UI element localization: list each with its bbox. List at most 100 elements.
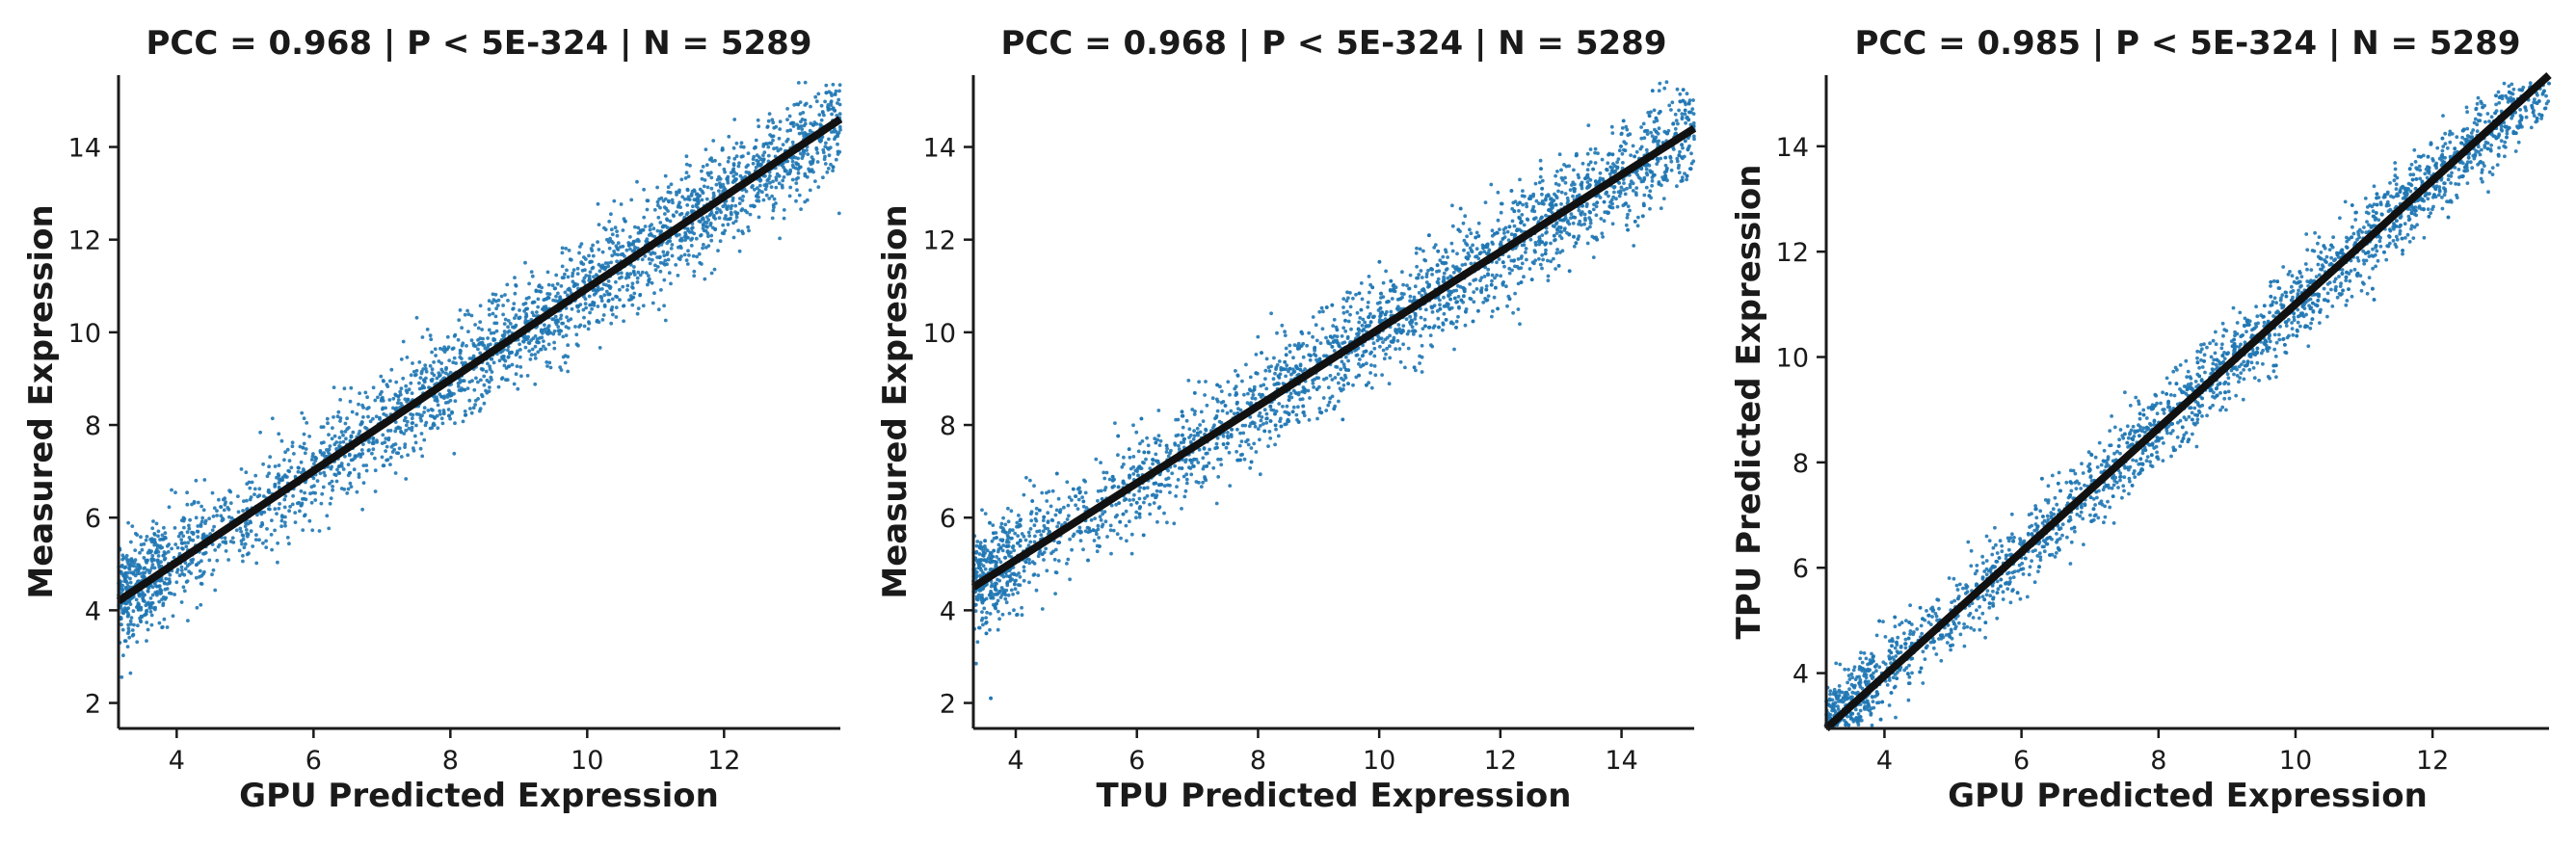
scatter-point bbox=[251, 481, 254, 485]
scatter-point bbox=[706, 172, 710, 175]
scatter-point bbox=[179, 538, 183, 542]
scatter-point bbox=[1621, 126, 1625, 130]
scatter-point bbox=[447, 408, 451, 411]
scatter-point bbox=[804, 119, 808, 122]
scatter-point bbox=[1248, 466, 1252, 470]
scatter-point bbox=[791, 141, 795, 145]
scatter-point bbox=[650, 223, 653, 226]
scatter-point bbox=[666, 209, 670, 213]
scatter-point bbox=[332, 442, 336, 446]
scatter-point bbox=[1599, 196, 1603, 199]
y-tick-label: 10 bbox=[68, 319, 101, 349]
scatter-point bbox=[400, 455, 404, 459]
scatter-point bbox=[1558, 152, 1562, 156]
scatter-point bbox=[1349, 305, 1353, 309]
scatter-point bbox=[533, 383, 537, 386]
scatter-point bbox=[242, 534, 246, 538]
scatter-point bbox=[584, 302, 588, 305]
scatter-point bbox=[1225, 446, 1229, 450]
scatter-point bbox=[1419, 248, 1422, 251]
scatter-point bbox=[561, 335, 565, 339]
scatter-point bbox=[678, 257, 682, 261]
scatter-point bbox=[1066, 558, 1070, 562]
scatter-point bbox=[1347, 320, 1351, 324]
scatter-point bbox=[1678, 150, 1682, 154]
scatter-point bbox=[417, 360, 421, 364]
scatter-point bbox=[223, 496, 226, 500]
scatter-point bbox=[359, 453, 363, 457]
scatter-point bbox=[664, 174, 668, 178]
scatter-point bbox=[275, 512, 279, 516]
scatter-point bbox=[459, 352, 463, 356]
scatter-point bbox=[1187, 427, 1191, 431]
scatter-point bbox=[655, 186, 659, 190]
scatter-point bbox=[1455, 320, 1459, 324]
scatter-point bbox=[1277, 402, 1281, 406]
scatter-point bbox=[1128, 498, 1131, 502]
scatter-point bbox=[1192, 429, 1196, 433]
scatter-point bbox=[981, 587, 985, 591]
scatter-point bbox=[1686, 92, 1689, 95]
scatter-point bbox=[521, 339, 525, 343]
scatter-point bbox=[1010, 509, 1014, 513]
scatter-point bbox=[525, 337, 529, 341]
scatter-point bbox=[726, 176, 730, 180]
scatter-point bbox=[1043, 524, 1047, 528]
scatter-point bbox=[1054, 548, 1058, 552]
scatter-point bbox=[669, 220, 673, 224]
scatter-point bbox=[1564, 181, 1568, 185]
scatter-point bbox=[1461, 286, 1465, 290]
scatter-point bbox=[561, 247, 565, 251]
scatter-point bbox=[1240, 439, 1244, 443]
scatter-point bbox=[1185, 478, 1189, 482]
scatter-point bbox=[1019, 544, 1022, 548]
scatter-point bbox=[187, 527, 191, 531]
scatter-point bbox=[615, 259, 619, 263]
scatter-point bbox=[1607, 152, 1611, 156]
scatter-point bbox=[1418, 361, 1421, 365]
scatter-point bbox=[723, 168, 727, 172]
scatter-point bbox=[590, 260, 594, 264]
scatter-point bbox=[131, 634, 135, 638]
scatter-point bbox=[975, 540, 979, 543]
scatter-point bbox=[497, 385, 501, 389]
scatter-point bbox=[155, 522, 159, 526]
scatter-point bbox=[486, 336, 490, 340]
scatter-point bbox=[426, 328, 430, 331]
scatter-point bbox=[215, 509, 219, 513]
scatter-point bbox=[162, 601, 166, 605]
scatter-point bbox=[1415, 277, 1419, 280]
scatter-point bbox=[1379, 306, 1383, 310]
scatter-point bbox=[200, 516, 204, 520]
scatter-point bbox=[504, 378, 508, 382]
scatter-point bbox=[552, 347, 556, 351]
scatter-point bbox=[823, 100, 827, 104]
scatter-point bbox=[561, 265, 565, 269]
scatter-point bbox=[1299, 362, 1303, 366]
scatter-point bbox=[1468, 227, 1472, 231]
scatter-point bbox=[476, 348, 480, 352]
scatter-point bbox=[472, 406, 476, 410]
scatter-point bbox=[637, 306, 641, 310]
scatter-point bbox=[537, 298, 541, 302]
scatter-point bbox=[1158, 489, 1162, 493]
scatter-point bbox=[625, 284, 629, 288]
scatter-point bbox=[1312, 382, 1315, 385]
scatter-point bbox=[983, 544, 987, 548]
scatter-point bbox=[832, 106, 836, 110]
scatter-point bbox=[1185, 482, 1189, 486]
scatter-point bbox=[1670, 169, 1674, 172]
scatter-point bbox=[645, 271, 649, 275]
scatter-point bbox=[333, 435, 337, 438]
scatter-point bbox=[827, 167, 831, 171]
scatter-point bbox=[1510, 269, 1514, 273]
scatter-point bbox=[559, 317, 563, 321]
scatter-point bbox=[1691, 159, 1695, 163]
scatter-point bbox=[504, 318, 508, 322]
scatter-point bbox=[1054, 514, 1058, 517]
scatter-point bbox=[794, 161, 798, 165]
scatter-point bbox=[1582, 223, 1586, 226]
scatter-point bbox=[270, 533, 274, 537]
scatter-point bbox=[340, 430, 344, 434]
